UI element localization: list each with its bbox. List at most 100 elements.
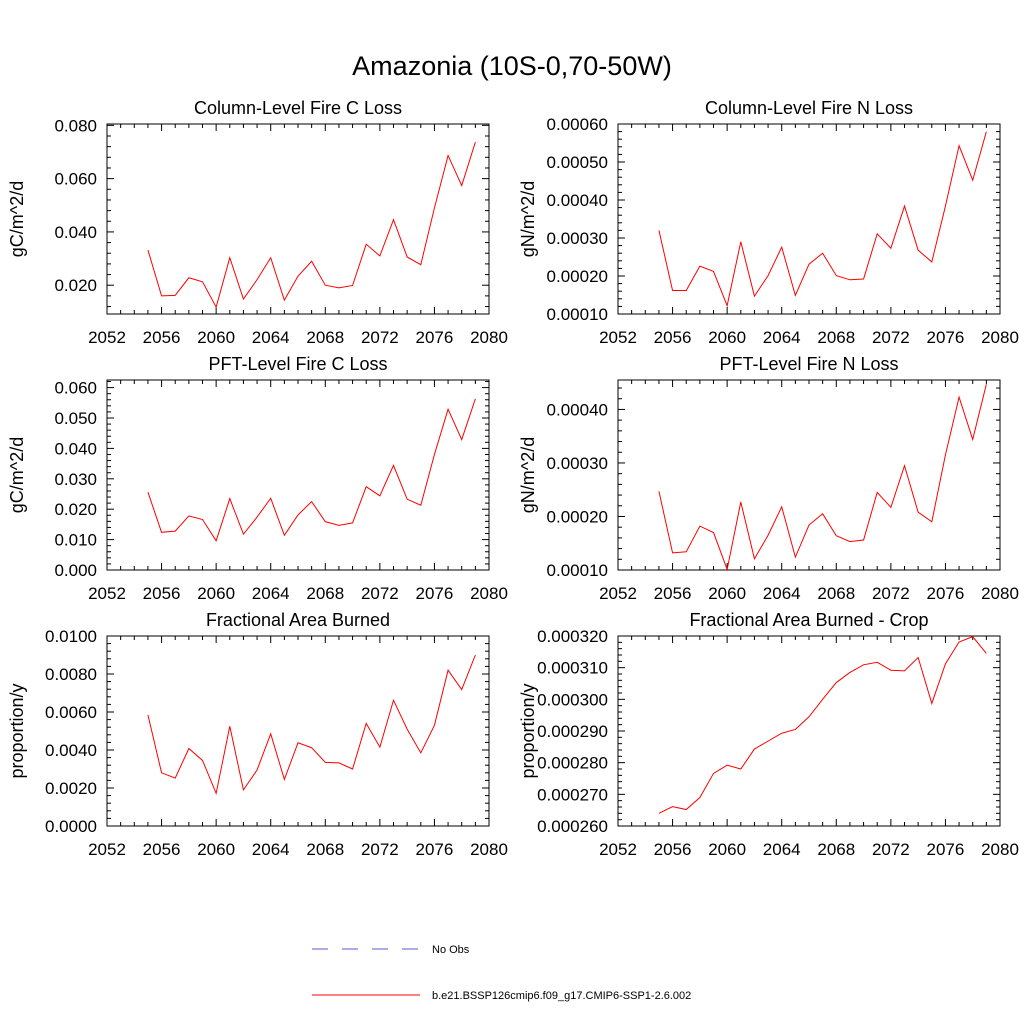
x-tick-label: 2068	[306, 584, 344, 603]
panel-6: Fractional Area Burned - Crop proportion/…	[518, 610, 1019, 859]
panels: Column-Level Fire C Loss gC/m^2/d 2052 2056…	[7, 98, 1019, 859]
y-tick-label: 0.060	[54, 379, 97, 398]
y-tick-label: 0.0080	[45, 665, 97, 684]
x-tick-label: 2072	[361, 328, 399, 347]
y-tick-label: 0.040	[54, 439, 97, 458]
panel-5: Fractional Area Burned proportion/y 2052 20…	[7, 610, 508, 859]
x-tick-label: 2052	[88, 840, 126, 859]
x-tick-label: 2076	[416, 328, 454, 347]
x-tick-label: 2068	[817, 328, 855, 347]
x-tick-label: 2064	[763, 840, 801, 859]
y-axis-label: gC/m^2/d	[7, 437, 27, 513]
y-tick-label: 0.010	[54, 531, 97, 550]
panel-title: PFT-Level Fire C Loss	[208, 354, 387, 374]
y-tick-label: 0.00030	[547, 229, 608, 248]
y-tick-label: 0.00020	[547, 267, 608, 286]
x-tick-label: 2064	[763, 584, 801, 603]
plot-frame	[617, 635, 1001, 827]
panel-1: Column-Level Fire C Loss gC/m^2/d 2052 2056…	[7, 98, 508, 347]
y-tick-label: 0.0060	[45, 703, 97, 722]
plot-frame	[617, 379, 1001, 571]
x-tick-label: 2076	[416, 840, 454, 859]
y-tick-label: 0.00050	[547, 153, 608, 172]
x-tick-label: 2080	[470, 840, 508, 859]
x-tick-label: 2068	[817, 584, 855, 603]
panel-title: Fractional Area Burned - Crop	[689, 610, 928, 630]
x-tick-label: 2080	[981, 840, 1019, 859]
x-tick-label: 2060	[197, 840, 235, 859]
y-tick-label: 0.00020	[547, 507, 608, 526]
x-tick-label: 2072	[361, 840, 399, 859]
legend: No Obs b.e21.BSSP126cmip6.f09_g17.CMIP6-S…	[312, 944, 691, 1002]
x-tick-label: 2076	[927, 584, 965, 603]
y-tick-label: 0.000280	[537, 754, 608, 773]
x-tick-label: 2052	[599, 840, 637, 859]
x-tick-label: 2056	[143, 840, 181, 859]
x-tick-label: 2056	[143, 328, 181, 347]
x-tick-label: 2064	[252, 840, 290, 859]
y-tick-label: 0.000	[54, 561, 97, 580]
x-tick-label: 2076	[927, 328, 965, 347]
x-tick-label: 2068	[306, 840, 344, 859]
panel-title: Column-Level Fire C Loss	[194, 98, 402, 118]
series-line	[147, 141, 476, 309]
y-axis-label: gC/m^2/d	[7, 181, 27, 257]
panel-title: Fractional Area Burned	[206, 610, 390, 630]
y-tick-label: 0.000260	[537, 817, 608, 836]
figure-title: Amazonia (10S-0,70-50W)	[352, 51, 672, 81]
y-tick-label: 0.000310	[537, 659, 608, 678]
x-tick-label: 2056	[654, 584, 692, 603]
y-tick-label: 0.050	[54, 409, 97, 428]
y-tick-label: 0.00040	[547, 191, 608, 210]
series-line	[658, 636, 987, 814]
y-tick-label: 0.020	[54, 500, 97, 519]
series-line	[147, 654, 476, 796]
x-tick-label: 2052	[88, 328, 126, 347]
x-tick-label: 2064	[763, 328, 801, 347]
x-tick-label: 2064	[252, 328, 290, 347]
y-axis-label: proportion/y	[7, 683, 27, 778]
y-tick-label: 0.00040	[547, 400, 608, 419]
y-tick-label: 0.000300	[537, 690, 608, 709]
y-axis-label: gN/m^2/d	[518, 437, 538, 513]
x-tick-label: 2056	[654, 840, 692, 859]
y-tick-label: 0.020	[54, 276, 97, 295]
x-tick-label: 2072	[872, 584, 910, 603]
x-tick-label: 2060	[708, 584, 746, 603]
x-tick-label: 2056	[143, 584, 181, 603]
x-tick-label: 2060	[708, 840, 746, 859]
x-tick-label: 2072	[872, 840, 910, 859]
y-tick-label: 0.000270	[537, 785, 608, 804]
panel-4: PFT-Level Fire N Loss gN/m^2/d 2052 2056 206…	[518, 354, 1019, 603]
y-tick-label: 0.080	[54, 116, 97, 135]
plot-frame	[106, 379, 490, 571]
legend-label: No Obs	[432, 944, 470, 956]
series-line	[658, 384, 987, 572]
panel-title: Column-Level Fire N Loss	[705, 98, 913, 118]
x-tick-label: 2080	[470, 328, 508, 347]
y-tick-label: 0.00060	[547, 115, 608, 134]
x-tick-label: 2068	[306, 328, 344, 347]
x-tick-label: 2068	[817, 840, 855, 859]
x-tick-label: 2060	[197, 328, 235, 347]
panel-title: PFT-Level Fire N Loss	[719, 354, 898, 374]
x-tick-label: 2076	[416, 584, 454, 603]
y-tick-label: 0.040	[54, 223, 97, 242]
x-tick-label: 2080	[981, 328, 1019, 347]
x-tick-label: 2052	[88, 584, 126, 603]
panel-2: Column-Level Fire N Loss gN/m^2/d 2052 2056…	[518, 98, 1019, 347]
y-tick-label: 0.0020	[45, 779, 97, 798]
x-tick-label: 2060	[708, 328, 746, 347]
y-axis-label: proportion/y	[518, 683, 538, 778]
y-tick-label: 0.00010	[547, 305, 608, 324]
y-axis-label: gN/m^2/d	[518, 181, 538, 257]
x-tick-label: 2076	[927, 840, 965, 859]
y-tick-label: 0.000290	[537, 722, 608, 741]
y-tick-label: 0.000320	[537, 627, 608, 646]
x-tick-label: 2080	[981, 584, 1019, 603]
x-tick-label: 2052	[599, 584, 637, 603]
panel-3: PFT-Level Fire C Loss gC/m^2/d 2052 2056 206…	[7, 354, 508, 603]
y-tick-label: 0.0040	[45, 741, 97, 760]
x-tick-label: 2052	[599, 328, 637, 347]
